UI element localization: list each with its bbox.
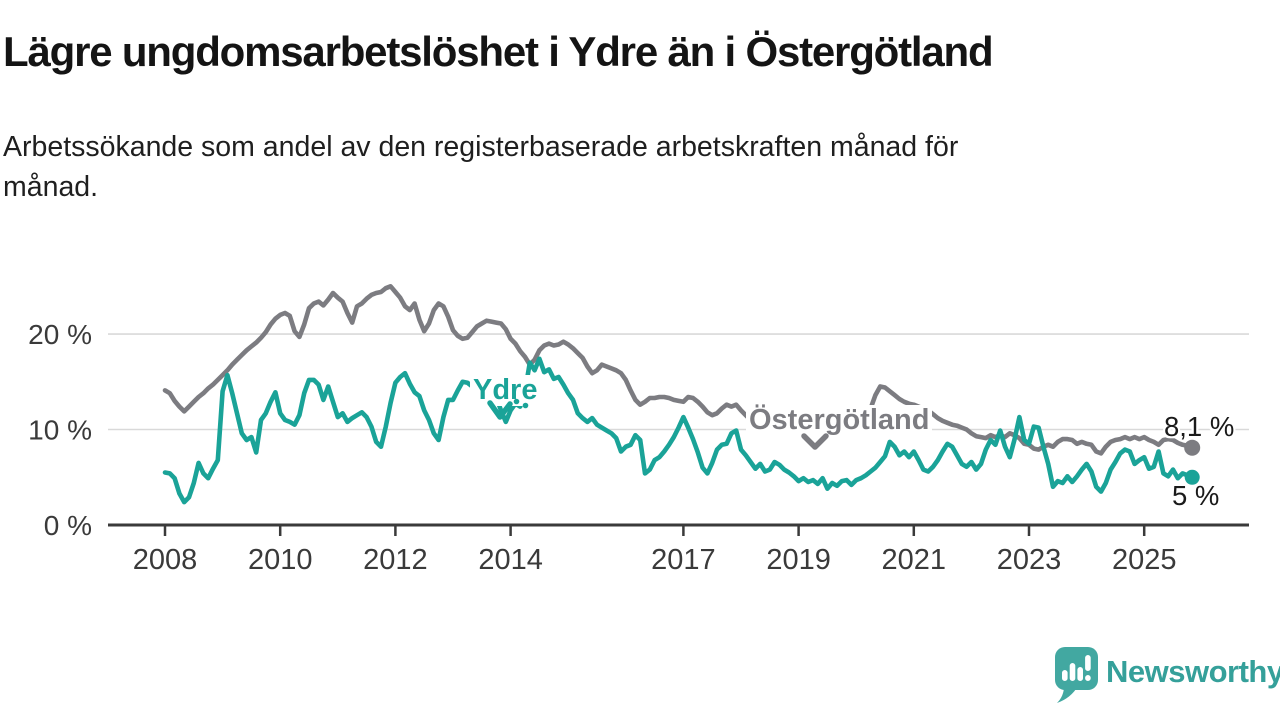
newsworthy-logo-text: Newsworthy xyxy=(1106,654,1280,689)
y-tick-label: 0 % xyxy=(44,510,92,541)
x-tick-label: 2014 xyxy=(478,544,543,576)
end-value-label-ostergotland: 8,1 % xyxy=(1164,411,1235,442)
series-line-ydre xyxy=(162,356,1195,505)
x-tick-label: 2012 xyxy=(363,544,428,576)
newsworthy-bubble-chart-icon xyxy=(1055,647,1098,703)
series-label-ostergotland: Östergötland xyxy=(746,405,933,436)
y-tick-label: 10 % xyxy=(28,415,92,446)
end-value-label-ydre: 5 % xyxy=(1172,480,1220,511)
x-tick-label: 2019 xyxy=(766,544,831,576)
x-tick-label: 2010 xyxy=(248,544,313,576)
end-dot-ostergotland xyxy=(1184,439,1201,456)
y-tick-label: 20 % xyxy=(28,319,92,350)
x-tick-label: 2017 xyxy=(651,544,716,576)
series-line-ostergotland xyxy=(162,283,1195,456)
end-dot-ydre xyxy=(1184,469,1200,485)
page-title: Lägre ungdomsarbetslöshet i Ydre än i Ös… xyxy=(3,28,994,75)
x-tick-label: 2021 xyxy=(882,544,947,576)
page-subtitle: Arbetssökande som andel av den registerb… xyxy=(3,131,959,203)
x-tick-label: 2023 xyxy=(997,544,1062,576)
x-tick-label: 2008 xyxy=(133,544,198,576)
x-tick-label: 2025 xyxy=(1112,544,1177,576)
series-label-ydre: Ydre xyxy=(470,375,541,406)
